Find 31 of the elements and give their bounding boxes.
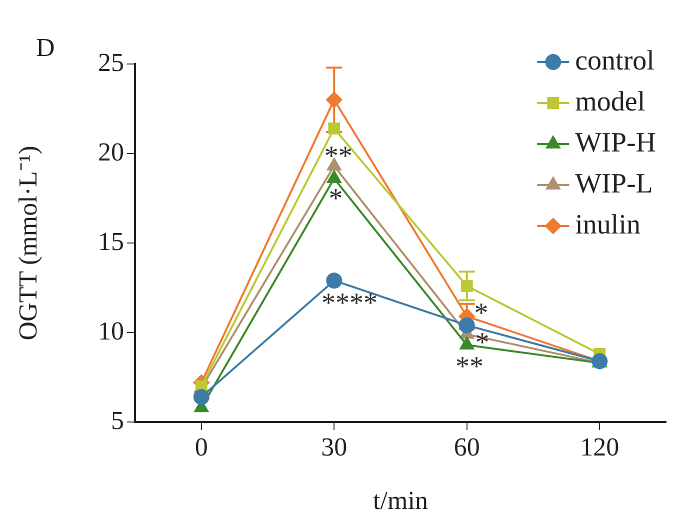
point [458, 317, 475, 334]
point [327, 170, 342, 184]
legend-label: WIP-H [575, 127, 656, 158]
x-axis-title: t/min [373, 486, 428, 516]
annotation: * [474, 298, 488, 329]
y-axis-title: OGTT (mmol·L⁻¹) [13, 146, 42, 340]
y-tick-label: 20 [98, 137, 124, 166]
point [193, 388, 210, 405]
legend-label: WIP-L [575, 168, 653, 200]
x-tick-label: 0 [194, 432, 208, 462]
annotation: ** [456, 352, 484, 383]
chart-title: D [36, 33, 55, 62]
x-tick-label: 60 [454, 432, 480, 462]
y-tick-label: 5 [111, 406, 124, 435]
point [328, 122, 340, 134]
point [326, 272, 342, 289]
legend-label: control [575, 45, 655, 76]
point [460, 337, 474, 350]
x-tick-label: 120 [580, 432, 620, 462]
y-tick-label: 15 [98, 226, 124, 256]
annotation: ** [324, 141, 352, 172]
y-tick-label: 25 [98, 48, 124, 77]
annotation: * [328, 183, 343, 214]
legend-label: model [575, 86, 646, 118]
annotation: **** [322, 288, 378, 319]
legend-label: inulin [575, 209, 640, 240]
y-tick-label: 10 [98, 316, 124, 346]
x-tick-label: 30 [321, 432, 348, 462]
point [460, 280, 473, 292]
point [326, 92, 342, 108]
point [327, 158, 342, 171]
